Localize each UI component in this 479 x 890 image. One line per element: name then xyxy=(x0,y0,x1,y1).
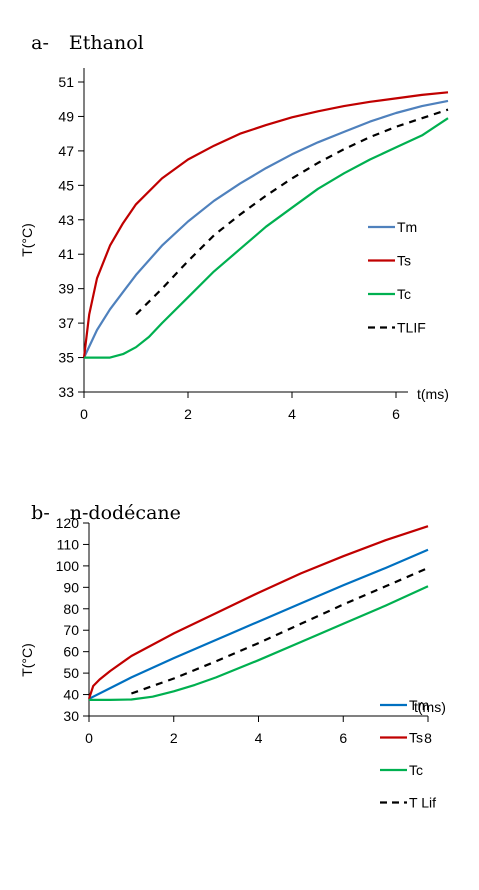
series-line-tc xyxy=(84,117,449,359)
series-line-tm xyxy=(88,548,429,700)
y-tick-label: 120 xyxy=(56,515,80,531)
y-axis-label: T(°C) xyxy=(19,223,35,257)
y-tick-label: 39 xyxy=(58,281,74,297)
chart-ethanol: 33 35 37 39 41 43 45 47 49 51 0 2 4 6 t(ms) T(°C) Tm Ts Tc… xyxy=(19,68,449,422)
y-tick-label: 110 xyxy=(57,536,80,552)
y-tick-label: 70 xyxy=(63,622,79,638)
series-line-t-lif xyxy=(131,566,429,695)
panel-b-title: n-dodécane xyxy=(69,502,181,524)
legend-label: Tm xyxy=(397,219,417,235)
x-axis-label: t(ms) xyxy=(414,699,446,715)
y-tick-label: 43 xyxy=(58,212,74,228)
y-tick-label: 60 xyxy=(63,644,79,660)
x-tick-label: 2 xyxy=(170,730,178,746)
legend-label: Tm xyxy=(409,697,429,713)
panel-a-label: a- xyxy=(31,32,49,54)
series-line-tm xyxy=(83,99,449,359)
y-tick-label: 33 xyxy=(58,384,74,400)
y-tick-label: 80 xyxy=(63,601,79,617)
series-line-tlif xyxy=(135,108,449,316)
legend-label: Ts xyxy=(397,253,411,269)
x-tick-label: 8 xyxy=(424,730,432,746)
y-tick-label: 90 xyxy=(63,579,79,595)
legend-label: Tc xyxy=(409,762,423,778)
y-tick-label: 100 xyxy=(56,558,80,574)
x-axis-label: t(ms) xyxy=(417,386,449,402)
x-tick-label: 6 xyxy=(339,730,347,746)
legend-label: Tc xyxy=(397,286,411,302)
y-axis-label: T(°C) xyxy=(19,643,35,677)
series-line-tc xyxy=(89,585,429,701)
legend-label: TLIF xyxy=(397,320,426,336)
x-tick-label: 4 xyxy=(255,730,263,746)
y-tick-label: 40 xyxy=(63,687,79,703)
x-tick-label: 0 xyxy=(80,406,88,422)
x-tick-label: 0 xyxy=(85,730,93,746)
y-tick-label: 41 xyxy=(58,246,74,262)
legend-label: Ts xyxy=(409,730,423,746)
x-tick-label: 6 xyxy=(392,406,400,422)
y-tick-label: 45 xyxy=(58,177,74,193)
chart-n-dodecane: 30 40 50 60 70 80 90 100 110 120 0 2 4 6 8 t(ms) T(°C) Tm… xyxy=(19,515,446,811)
legend-label: T Lif xyxy=(409,795,436,811)
series-line-ts xyxy=(87,525,429,700)
panel-b-label: b- xyxy=(31,502,50,524)
y-tick-label: 37 xyxy=(58,315,74,331)
panel-a-title: Ethanol xyxy=(68,32,144,54)
y-tick-label: 47 xyxy=(58,143,74,159)
y-tick-label: 50 xyxy=(63,665,79,681)
x-tick-label: 4 xyxy=(288,406,296,422)
y-tick-label: 30 xyxy=(63,708,79,724)
panel-b-title-group: b-n-dodécane xyxy=(7,480,181,546)
y-tick-label: 49 xyxy=(58,108,74,124)
y-tick-label: 35 xyxy=(58,350,74,366)
x-tick-label: 2 xyxy=(184,406,192,422)
panel-a-title-group: a- Ethanol xyxy=(7,10,144,76)
y-tick-label: 51 xyxy=(58,74,74,90)
series-line-ts xyxy=(82,91,449,358)
